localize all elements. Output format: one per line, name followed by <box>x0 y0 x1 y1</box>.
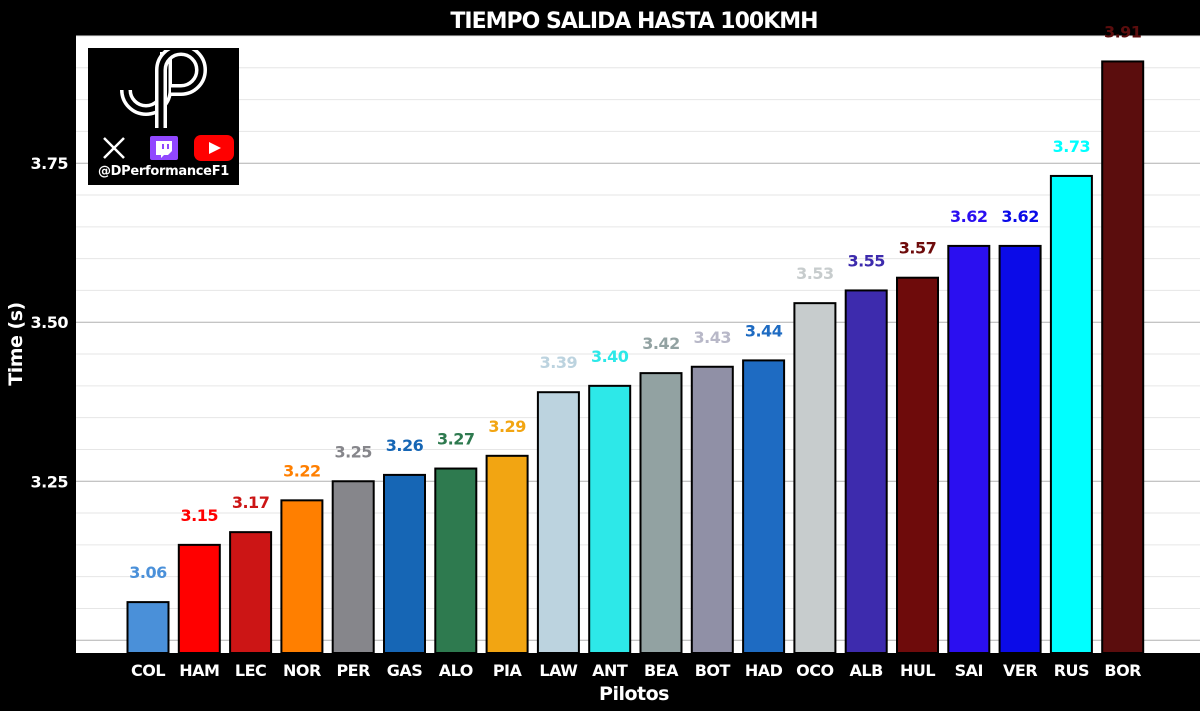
value-label-law: 3.39 <box>540 353 578 372</box>
x-tick-had: HAD <box>745 661 783 680</box>
x-tick-per: PER <box>336 661 370 680</box>
value-label-col: 3.06 <box>129 563 167 582</box>
bar-sai <box>947 244 991 654</box>
watermark-logo: @DPerformanceF1 <box>88 48 239 185</box>
bar-ant <box>588 384 632 654</box>
x-tick-lec: LEC <box>235 661 266 680</box>
value-label-ant: 3.40 <box>591 347 629 366</box>
x-tick-alb: ALB <box>850 661 884 680</box>
x-tick-pia: PIA <box>493 661 523 680</box>
bar-bot <box>690 365 734 654</box>
value-label-nor: 3.22 <box>283 461 320 480</box>
x-tick-ham: HAM <box>179 661 219 680</box>
x-tick-gas: GAS <box>387 661 423 680</box>
value-label-gas: 3.26 <box>386 436 424 455</box>
bar-gas <box>383 473 426 654</box>
x-tick-sai: SAI <box>955 661 983 680</box>
x-tick-rus: RUS <box>1054 661 1089 680</box>
value-label-sai: 3.62 <box>950 207 987 226</box>
x-tick-nor: NOR <box>283 661 321 680</box>
x-axis-label: Pilotos <box>599 683 669 705</box>
x-icon <box>103 137 125 159</box>
x-tick-ant: ANT <box>592 661 628 680</box>
value-labels: 3.06 3.15 3.17 3.22 3.25 3.26 3.27 3.29 3.39 3.40… <box>129 22 1142 582</box>
value-label-bot: 3.43 <box>694 328 731 347</box>
bar-hul <box>896 276 939 654</box>
y-tick-label: 3.75 <box>31 154 69 173</box>
youtube-icon <box>194 135 234 161</box>
x-tick-ver: VER <box>1003 661 1037 680</box>
value-label-hul: 3.57 <box>899 239 936 258</box>
value-label-lec: 3.17 <box>232 493 269 512</box>
y-tick-label: 3.25 <box>31 472 69 491</box>
bar-nor <box>280 499 324 654</box>
bar-pia <box>485 454 529 654</box>
bar-alo <box>434 467 478 654</box>
value-label-alb: 3.55 <box>847 251 885 270</box>
y-axis-label: Time (s) <box>5 302 27 385</box>
logo-handle: @DPerformanceF1 <box>97 164 230 179</box>
x-tick-col: COL <box>131 661 165 680</box>
bar-bea <box>639 372 683 654</box>
twitch-icon <box>150 136 178 160</box>
value-label-rus: 3.73 <box>1053 137 1090 156</box>
x-tick-bea: BEA <box>644 661 679 680</box>
bars <box>126 60 1145 655</box>
bar-bor <box>1101 60 1145 654</box>
value-label-bor: 3.91 <box>1104 22 1142 41</box>
x-tick-hul: HUL <box>900 661 935 680</box>
bar-alb <box>844 289 888 654</box>
bar-lec <box>229 531 273 655</box>
dp-logo-icon <box>120 50 208 128</box>
bar-rus <box>1049 174 1093 654</box>
bar-col <box>126 601 170 654</box>
bar-oco <box>793 302 837 654</box>
bar-ham <box>177 543 221 654</box>
social-icons <box>103 135 234 161</box>
bar-ver <box>998 244 1042 654</box>
bar-had <box>742 359 786 654</box>
value-label-had: 3.44 <box>745 321 783 340</box>
y-tick-labels: 3.25 3.50 3.75 <box>31 154 69 491</box>
bar-per <box>331 480 375 654</box>
value-label-bea: 3.42 <box>642 334 679 353</box>
value-label-ham: 3.15 <box>181 506 219 525</box>
value-label-per: 3.25 <box>334 442 372 461</box>
x-tick-alo: ALO <box>439 661 473 680</box>
chart-title: TIEMPO SALIDA HASTA 100KMH <box>450 9 817 34</box>
value-label-oco: 3.53 <box>796 264 833 283</box>
bar-law <box>536 391 580 654</box>
x-tick-bot: BOT <box>695 661 731 680</box>
value-label-alo: 3.27 <box>437 430 474 449</box>
x-tick-oco: OCO <box>796 661 833 680</box>
y-tick-label: 3.50 <box>31 313 69 332</box>
x-tick-labels: COL HAM LEC NOR PER GAS ALO PIA LAW ANT BEA BOT HAD O… <box>131 661 1142 680</box>
value-label-ver: 3.62 <box>1001 207 1038 226</box>
value-label-pia: 3.29 <box>488 417 526 436</box>
x-tick-law: LAW <box>539 661 578 680</box>
x-tick-bor: BOR <box>1104 661 1141 680</box>
